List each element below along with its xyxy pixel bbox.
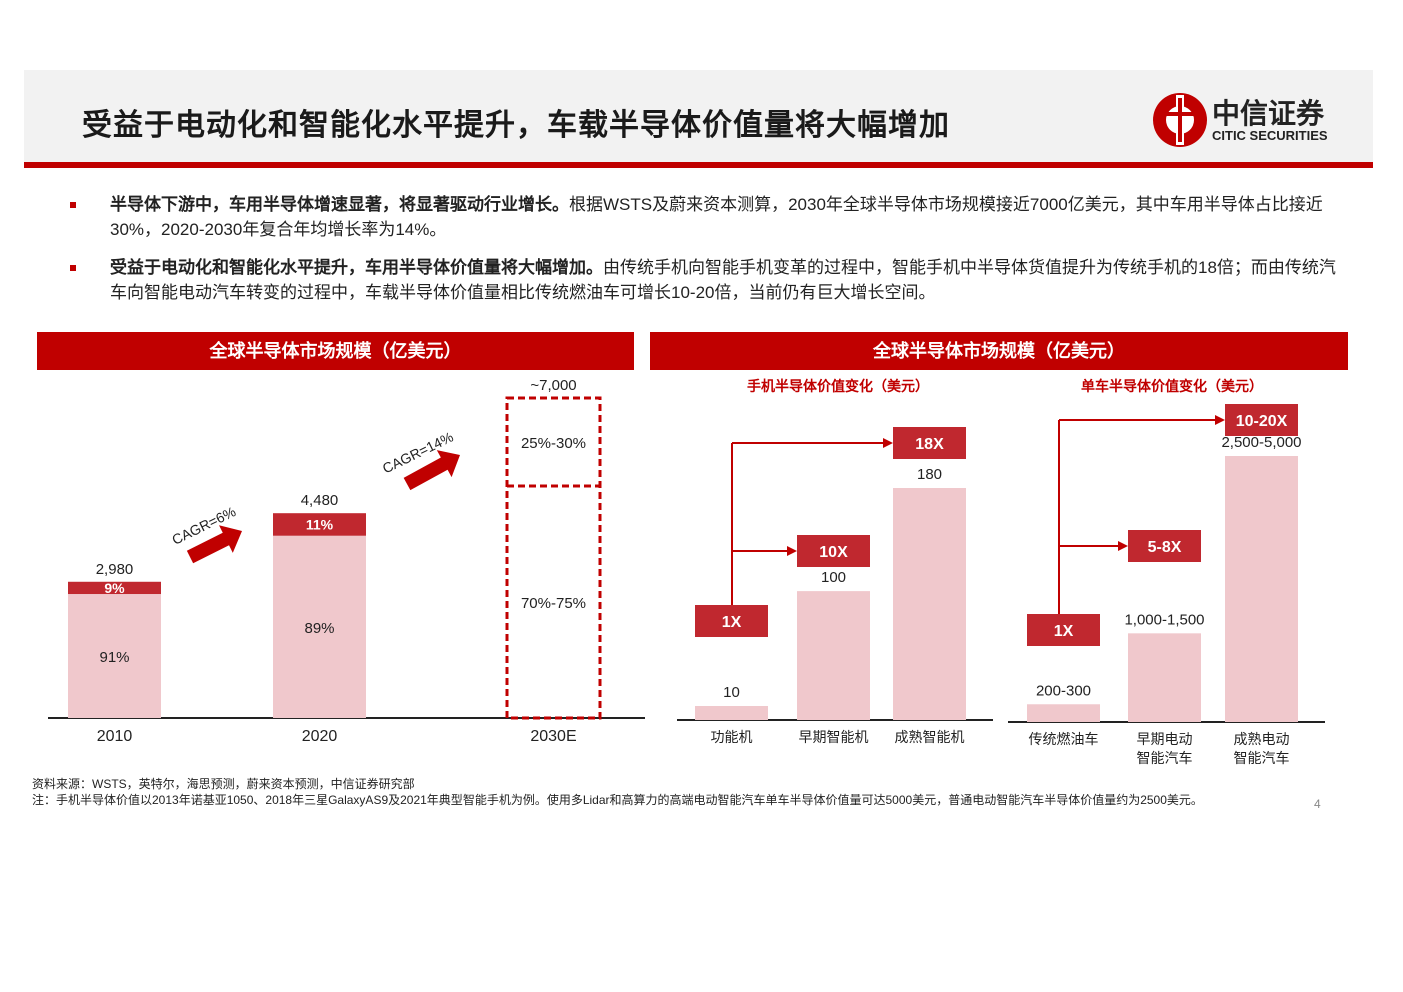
value-label: 100 — [821, 569, 846, 586]
bullet-text: 根据WSTS及蔚来资本测算，2030年全球半导体市场规模接近7000亿美元，其中… — [110, 195, 1323, 239]
value-bar — [1128, 633, 1201, 722]
bullet-text: 由传统手机向智能手机变革的过程中，智能手机中半导体货值提升为传统手机的18倍；而… — [110, 258, 1336, 302]
multiplier-badge — [797, 535, 870, 567]
chart1-title-banner: 全球半导体市场规模（亿美元） — [37, 332, 634, 370]
connector-arrow-icon — [787, 546, 797, 556]
x-tick-label: 2010 — [97, 728, 133, 745]
citic-emblem-icon — [1153, 93, 1207, 147]
multiplier-badge — [893, 427, 966, 459]
notes: 资料来源：WSTS，英特尔，海思预测，蔚来资本预测，中信证券研究部 注：手机半导… — [32, 776, 1332, 808]
bar-segment-share — [273, 513, 366, 536]
bullet-lead: 半导体下游中，车用半导体增速显著，将显著驱动行业增长。 — [110, 195, 569, 214]
value-label: 1,000-1,500 — [1124, 611, 1204, 628]
value-bar — [797, 591, 870, 720]
segment-label: 89% — [304, 620, 334, 637]
header-bar — [24, 70, 1373, 162]
segment-label: 25%-30% — [521, 435, 586, 452]
x-tick-label: 早期电动 — [1137, 731, 1193, 747]
connector-arrow-icon — [1215, 415, 1225, 425]
segment-label: 9% — [104, 580, 125, 596]
page-title: 受益于电动化和智能化水平提升，车载半导体价值量将大幅增加 — [82, 109, 950, 142]
multiplier-badge — [1128, 530, 1201, 562]
segment-label: 91% — [99, 649, 129, 666]
segment-label: 11% — [306, 516, 334, 532]
multiplier-badge — [695, 605, 768, 637]
bar-segment-share — [68, 594, 161, 718]
x-tick-label: 智能汽车 — [1137, 750, 1193, 766]
bullet-lead: 受益于电动化和智能化水平提升，车用半导体价值量将大幅增加。 — [110, 258, 603, 277]
value-bar — [695, 706, 768, 720]
segment-label: 70%-75% — [521, 595, 586, 612]
x-tick-label: 传统燃油车 — [1029, 731, 1099, 747]
bullet-list: 半导体下游中，车用半导体增速显著，将显著驱动行业增长。根据WSTS及蔚来资本测算… — [68, 192, 1348, 318]
bar-segment-share — [273, 535, 366, 718]
x-tick-label: 2020 — [302, 728, 338, 745]
logo-text-cn: 中信证券 — [1212, 97, 1325, 130]
multiplier-badge — [1027, 614, 1100, 646]
header-divider — [24, 162, 1373, 168]
value-bar — [1225, 456, 1298, 722]
multiplier-label: 10X — [819, 544, 848, 561]
bar-total-label: 4,480 — [301, 492, 339, 509]
multiplier-label: 5-8X — [1148, 539, 1182, 556]
value-label: 10 — [723, 684, 740, 701]
multiplier-label: 1X — [1054, 623, 1074, 640]
bullet-item: 受益于电动化和智能化水平提升，车用半导体价值量将大幅增加。由传统手机向智能手机变… — [68, 255, 1348, 305]
bar-segment-share — [68, 581, 161, 595]
connector-arrow-icon — [1118, 541, 1128, 551]
cagr-arrow-icon — [403, 450, 460, 491]
value-bar — [893, 488, 966, 720]
chart2-title-banner: 全球半导体市场规模（亿美元） — [650, 332, 1348, 370]
footnote: 注：手机半导体价值以2013年诺基亚1050、2018年三星GalaxyAS9及… — [32, 793, 1203, 807]
x-tick-label: 早期智能机 — [799, 729, 869, 745]
value-bar — [1027, 704, 1100, 722]
x-tick-label: 成熟电动 — [1234, 731, 1290, 747]
x-tick-label: 成熟智能机 — [895, 729, 965, 745]
subchart-title: 手机半导体价值变化（美元） — [747, 378, 929, 394]
bullet-square-icon — [70, 202, 76, 208]
x-tick-label: 功能机 — [711, 729, 753, 745]
connector-arrow-icon — [883, 438, 893, 448]
x-tick-label: 2030E — [530, 728, 576, 745]
source-note: 资料来源：WSTS，英特尔，海思预测，蔚来资本预测，中信证券研究部 — [32, 777, 415, 791]
x-tick-label: 智能汽车 — [1234, 750, 1290, 766]
citic-logo: 中信证券 CITIC SECURITIES — [1150, 90, 1350, 150]
projected-bar-outline — [505, 396, 602, 720]
multiplier-label: 18X — [915, 436, 944, 453]
multiplier-badge — [1225, 404, 1298, 436]
bar-total-label: 2,980 — [96, 561, 134, 578]
value-label: 180 — [917, 466, 942, 483]
bullet-item: 半导体下游中，车用半导体增速显著，将显著驱动行业增长。根据WSTS及蔚来资本测算… — [68, 192, 1348, 242]
cagr-arrow-icon — [186, 525, 242, 564]
multiplier-label: 10-20X — [1236, 413, 1288, 430]
bullet-square-icon — [70, 265, 76, 271]
bar-total-label: ~7,000 — [530, 377, 576, 394]
page-number: 4 — [1314, 797, 1321, 811]
multiplier-label: 1X — [722, 614, 742, 631]
value-label: 200-300 — [1036, 682, 1091, 699]
logo-text-en: CITIC SECURITIES — [1212, 128, 1328, 143]
subchart-title: 单车半导体价值变化（美元） — [1081, 378, 1263, 394]
value-label: 2,500-5,000 — [1221, 434, 1301, 451]
